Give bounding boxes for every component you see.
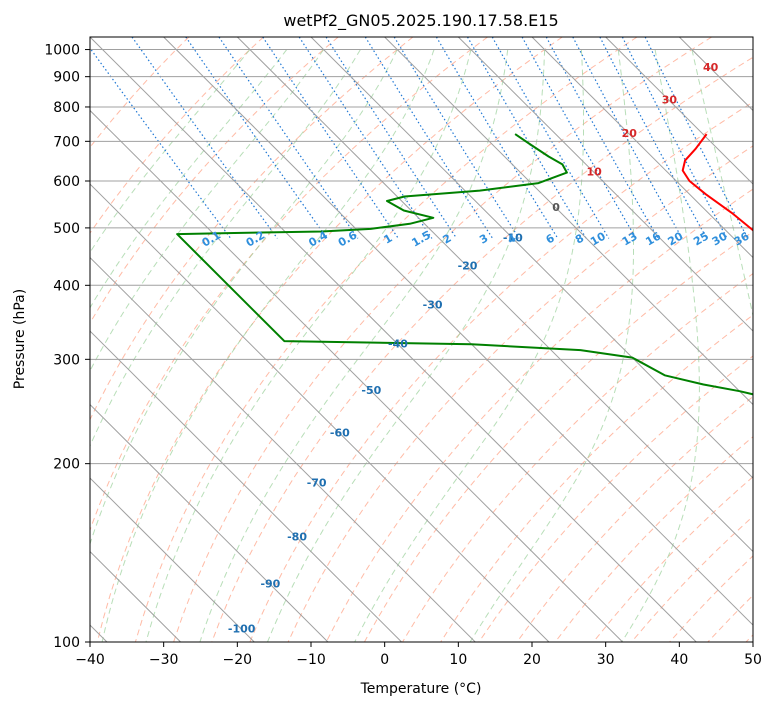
dry-adiabat xyxy=(211,56,753,642)
x-axis-title: Temperature (°C) xyxy=(360,681,482,697)
isotherm-gridline xyxy=(310,37,753,479)
mixing-ratio-line xyxy=(545,37,659,239)
isotherm-gridline xyxy=(90,183,550,642)
mixing-ratio-line xyxy=(262,37,399,239)
y-tick-label: 100 xyxy=(53,635,80,651)
dry-adiabat xyxy=(516,395,753,642)
y-tick-label: 900 xyxy=(53,70,80,86)
x-tick-label: 0 xyxy=(380,652,389,668)
dry-adiabat xyxy=(287,145,753,642)
isotherm-gridline xyxy=(531,37,753,259)
wetbulb-label: 30 xyxy=(662,94,678,107)
isotherm-gridline xyxy=(752,37,753,38)
moist-adiabat xyxy=(621,49,700,642)
isotherm-gridline xyxy=(236,37,753,553)
isotherm-label: -50 xyxy=(361,384,381,397)
moist-adiabat xyxy=(354,49,584,642)
x-tick-label: −40 xyxy=(75,652,105,668)
isotherm-gridline xyxy=(90,330,402,642)
isotherm-label: -40 xyxy=(388,337,408,350)
mixing-ratio-line xyxy=(298,37,433,239)
dry-adiabat xyxy=(134,37,638,642)
mixing-ratio-line xyxy=(466,37,587,239)
x-tick-label: 20 xyxy=(523,652,541,668)
dry-adiabat xyxy=(96,37,563,642)
isotherm-gridline xyxy=(90,403,329,642)
isotherm-label: -80 xyxy=(287,531,307,544)
y-tick-label: 400 xyxy=(53,278,80,294)
dry-adiabat xyxy=(90,37,264,234)
moist-adiabat xyxy=(90,49,325,372)
mixing-ratio-line xyxy=(325,37,458,239)
plot-frame xyxy=(89,36,754,643)
wetbulb-label: 40 xyxy=(703,61,719,74)
temperature-profile xyxy=(681,133,753,232)
dry-adiabat xyxy=(249,101,753,642)
mixing-ratio-line xyxy=(572,37,683,239)
series-layer xyxy=(176,133,753,396)
moist-adiabat xyxy=(90,49,288,309)
dry-adiabat xyxy=(173,37,712,642)
x-tick-label: 40 xyxy=(670,652,688,668)
moist-adiabat xyxy=(145,49,472,642)
isotherm-gridline xyxy=(90,256,476,642)
y-tick-label: 1000 xyxy=(44,43,80,59)
plot-background xyxy=(90,37,753,642)
isotherm-label: -70 xyxy=(307,477,327,490)
isotherm-gridline xyxy=(605,37,753,185)
mixing-ratio-line xyxy=(218,37,359,239)
x-tick-label: −30 xyxy=(149,652,179,668)
dry-adiabat xyxy=(325,188,753,642)
moist-adiabat xyxy=(90,49,398,546)
isotherm-gridline xyxy=(457,37,753,332)
moist-adiabat xyxy=(90,49,361,448)
x-tick-label: 50 xyxy=(744,652,762,668)
y-axis-title: Pressure (hPa) xyxy=(12,289,28,389)
isotherm-label: -10 xyxy=(503,231,523,244)
dewpoint-profile xyxy=(176,133,753,396)
y-tick-label: 800 xyxy=(53,100,80,116)
isotherm-gridline xyxy=(90,109,623,642)
mixing-ratio-line xyxy=(185,37,328,239)
dry-adiabat xyxy=(90,37,339,324)
x-tick-label: −10 xyxy=(296,652,326,668)
dry-adiabat xyxy=(90,37,414,421)
isotherm-gridline xyxy=(384,37,753,406)
mixing-ratio-line xyxy=(491,37,610,239)
x-tick-label: 10 xyxy=(449,652,467,668)
isotherm-label: -90 xyxy=(260,578,280,591)
mixing-ratio-line xyxy=(521,37,637,239)
wetbulb-label: 10 xyxy=(587,166,603,179)
isotherm-label: 0 xyxy=(552,201,560,214)
moist-adiabat xyxy=(101,49,435,642)
y-tick-label: 700 xyxy=(53,134,80,150)
moist-adiabat xyxy=(90,49,251,254)
mixing-ratio-line xyxy=(435,37,559,239)
y-tick-label: 300 xyxy=(53,352,80,368)
isotherm-gridline xyxy=(90,477,255,642)
moist-adiabat xyxy=(469,49,634,642)
moist-adiabat xyxy=(691,49,753,318)
moist-adiabat xyxy=(199,49,509,642)
moist-adiabat xyxy=(267,49,546,642)
y-tick-label: 500 xyxy=(53,221,80,237)
y-tick-label: 600 xyxy=(53,174,80,190)
isotherm-label: -60 xyxy=(330,426,350,439)
chart-title: wetPf2_GN05.2025.190.17.58.E15 xyxy=(283,11,558,31)
x-tick-label: 30 xyxy=(597,652,615,668)
isotherm-label: -30 xyxy=(423,298,443,311)
isotherm-label: -100 xyxy=(228,622,256,635)
isotherm-label: -20 xyxy=(458,260,478,273)
axis-layer: −40 −30 −20 −10 0 10 20 30 40 5010020030040050060… xyxy=(44,43,762,668)
mixing-ratio-line xyxy=(90,47,232,239)
isotherm-gridline xyxy=(163,37,753,626)
y-tick-label: 200 xyxy=(53,457,80,473)
wetbulb-label: 20 xyxy=(622,127,638,140)
mixing-ratio-line xyxy=(364,37,494,239)
mixing-ratio-line xyxy=(131,37,278,239)
isotherm-gridline xyxy=(90,37,697,642)
x-tick-label: −20 xyxy=(223,652,253,668)
grid-layer xyxy=(90,37,753,642)
